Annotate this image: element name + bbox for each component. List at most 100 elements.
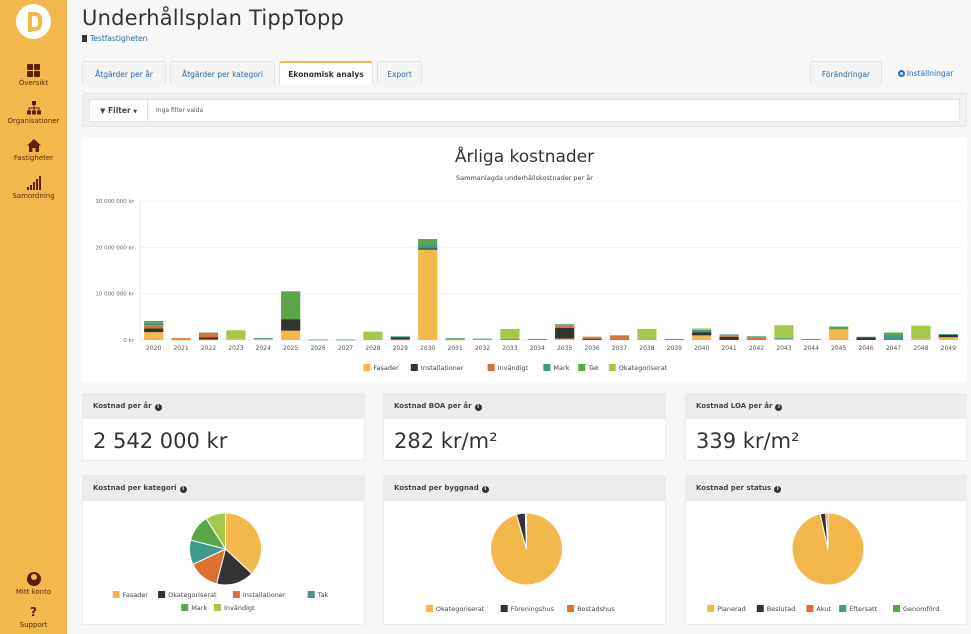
bar-segment-mark-2026[interactable] bbox=[308, 339, 328, 341]
bar-segment-installationer-2036[interactable] bbox=[582, 339, 602, 340]
bar-segment-mark-2041[interactable] bbox=[719, 334, 739, 336]
bar-segment-fasader-2025[interactable] bbox=[281, 330, 301, 340]
bar-segment-tak-2047[interactable] bbox=[883, 332, 904, 335]
bar-segment-fasader-2045[interactable] bbox=[829, 329, 849, 340]
bar-segment-invändigt-2042[interactable] bbox=[746, 337, 767, 340]
bar-segment-fasader-2035[interactable] bbox=[555, 338, 575, 340]
bar-segment-invändigt-2041[interactable] bbox=[719, 335, 739, 337]
bar-segment-fasader-2032[interactable] bbox=[472, 339, 493, 340]
bar-segment-mark-2040[interactable] bbox=[692, 329, 712, 333]
legend-label[interactable]: Akut bbox=[816, 605, 831, 613]
filter-dropdown-button[interactable]: ▼ Filter ▼ bbox=[90, 100, 148, 121]
legend-label[interactable]: Eftersatt bbox=[849, 605, 877, 613]
info-icon[interactable]: i bbox=[481, 486, 489, 493]
bar-segment-mark-2035[interactable] bbox=[555, 324, 575, 326]
legend-label[interactable]: Mark bbox=[553, 364, 569, 372]
info-icon[interactable]: i bbox=[474, 404, 482, 411]
bar-segment-mark-2039[interactable] bbox=[664, 339, 684, 340]
sidebar-item-organisationer[interactable]: Organisationer bbox=[0, 101, 67, 126]
bar-segment-fasader-2024[interactable] bbox=[253, 339, 273, 340]
bar-segment-mark-2030[interactable] bbox=[418, 244, 438, 249]
legend-label[interactable]: Genomförd bbox=[903, 605, 939, 613]
bar-segment-fasader-2031[interactable] bbox=[445, 339, 465, 341]
pie-slice-akut[interactable] bbox=[825, 512, 829, 550]
legend-label[interactable]: Invändigt bbox=[224, 604, 255, 612]
tab-atgarder-per-ar[interactable]: Åtgärder per år bbox=[82, 61, 166, 85]
bar-segment-tak-2045[interactable] bbox=[829, 326, 849, 330]
bar-segment-mark-2034[interactable] bbox=[527, 339, 547, 340]
legend-label[interactable]: Tak bbox=[317, 591, 329, 599]
bar-segment-invändigt-2022[interactable] bbox=[198, 333, 219, 338]
bar-segment-fasader-2029[interactable] bbox=[390, 339, 410, 341]
legend-label[interactable]: Fasader bbox=[373, 364, 399, 372]
bar-segment-okategoriserat-2040[interactable] bbox=[692, 328, 712, 330]
legend-label[interactable]: Planerad bbox=[717, 605, 746, 613]
bar-segment-invändigt-2035[interactable] bbox=[555, 325, 575, 328]
legend-label[interactable]: Installationer bbox=[243, 591, 286, 599]
bar-segment-fasader-2040[interactable] bbox=[692, 335, 712, 340]
bar-segment-fasader-2030[interactable] bbox=[418, 249, 438, 340]
bar-segment-installationer-2025[interactable] bbox=[281, 319, 301, 331]
bar-segment-mark-2033[interactable] bbox=[500, 339, 520, 340]
bar-segment-fasader-2020[interactable] bbox=[144, 332, 164, 340]
changes-button[interactable]: Förändringar bbox=[810, 61, 882, 85]
bar-segment-mark-2027[interactable] bbox=[335, 339, 356, 341]
bar-segment-invändigt-2037[interactable] bbox=[609, 335, 630, 340]
sidebar-item-mitt-konto[interactable]: Mitt konto bbox=[0, 572, 67, 597]
bar-segment-fasader-2021[interactable] bbox=[171, 339, 191, 341]
bar-segment-okategoriserat-2023[interactable] bbox=[226, 330, 246, 339]
bar-segment-installationer-2029[interactable] bbox=[390, 337, 410, 340]
bar-segment-invändigt-2021[interactable] bbox=[171, 338, 191, 340]
legend-label[interactable]: Bostadshus bbox=[577, 605, 615, 613]
bar-segment-okategoriserat-2048[interactable] bbox=[911, 325, 931, 339]
property-link[interactable]: Testfastigheten bbox=[82, 34, 147, 43]
sidebar-item-fastigheter[interactable]: Fastigheter bbox=[0, 139, 67, 163]
bar-segment-mark-2037[interactable] bbox=[609, 335, 630, 337]
sidebar-item-samordning[interactable]: Samordning bbox=[0, 176, 67, 201]
bar-segment-mark-2024[interactable] bbox=[253, 338, 273, 340]
bar-segment-fasader-2048[interactable] bbox=[911, 338, 931, 340]
tab-ekonomisk-analys[interactable]: Ekonomisk analys bbox=[279, 61, 373, 85]
bar-segment-fasader-2022[interactable] bbox=[198, 339, 219, 341]
pie-slice-bostadshus[interactable] bbox=[524, 512, 527, 550]
bar-segment-mark-2031[interactable] bbox=[445, 338, 465, 339]
legend-label[interactable]: Installationer bbox=[421, 364, 464, 372]
info-icon[interactable]: i bbox=[774, 486, 782, 493]
legend-label[interactable]: Tak bbox=[587, 364, 599, 372]
legend-label[interactable]: Okategoriserat bbox=[619, 364, 668, 372]
bar-segment-invändigt-2031[interactable] bbox=[445, 338, 465, 340]
bar-segment-mark-2047[interactable] bbox=[883, 334, 904, 340]
bar-segment-fasader-2049[interactable] bbox=[938, 337, 958, 340]
bar-segment-invändigt-2036[interactable] bbox=[582, 337, 602, 340]
bar-segment-installationer-2022[interactable] bbox=[198, 337, 219, 340]
bar-segment-okategoriserat-2033[interactable] bbox=[500, 328, 520, 340]
tab-atgarder-per-kategori[interactable]: Åtgärder per kategori bbox=[170, 61, 275, 85]
bar-segment-installationer-2035[interactable] bbox=[555, 327, 575, 339]
bar-segment-installationer-2046[interactable] bbox=[856, 337, 876, 340]
tab-export[interactable]: Export bbox=[377, 61, 422, 85]
bar-segment-installationer-2030[interactable] bbox=[418, 248, 438, 250]
bar-segment-installationer-2041[interactable] bbox=[719, 336, 739, 340]
legend-label[interactable]: Okategoriserat bbox=[168, 591, 217, 599]
legend-label[interactable]: Okategoriserat bbox=[436, 605, 485, 613]
legend-label[interactable]: Fasader bbox=[123, 591, 149, 599]
legend-label[interactable]: Föreningshus bbox=[511, 605, 555, 613]
bar-segment-mark-2049[interactable] bbox=[938, 333, 958, 335]
bar-segment-mark-2020[interactable] bbox=[144, 322, 164, 326]
legend-label[interactable]: Invändigt bbox=[498, 364, 529, 372]
info-icon[interactable]: i bbox=[179, 486, 187, 493]
info-icon[interactable]: i bbox=[775, 404, 783, 411]
legend-label[interactable]: Beslutad bbox=[767, 605, 795, 613]
bar-segment-installationer-2020[interactable] bbox=[144, 328, 164, 333]
bar-segment-tak-2025[interactable] bbox=[281, 291, 301, 320]
bar-segment-installationer-2040[interactable] bbox=[692, 332, 712, 336]
bar-segment-mark-2022[interactable] bbox=[198, 332, 219, 334]
sidebar-item-oversikt[interactable]: Översikt bbox=[0, 64, 67, 88]
bar-segment-okategoriserat-2043[interactable] bbox=[774, 325, 794, 339]
bar-segment-fasader-2023[interactable] bbox=[226, 338, 246, 340]
pie-slice-fasader[interactable] bbox=[225, 512, 262, 575]
bar-segment-invändigt-2020[interactable] bbox=[144, 325, 164, 329]
bar-segment-mark-2029[interactable] bbox=[390, 336, 410, 338]
bar-segment-mark-2042[interactable] bbox=[746, 336, 767, 338]
app-logo[interactable] bbox=[16, 4, 51, 39]
